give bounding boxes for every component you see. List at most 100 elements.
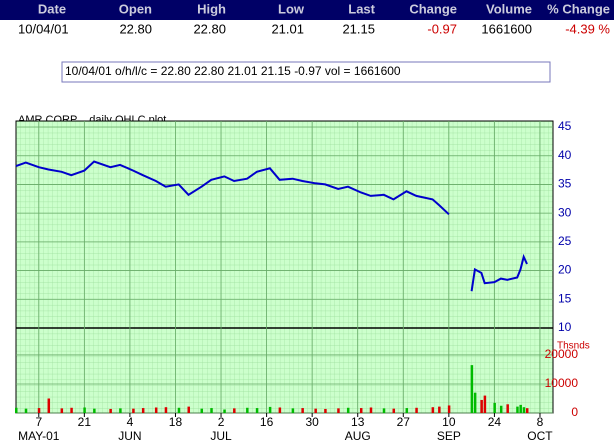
price-line: [15, 160, 528, 292]
quote-cell: -0.97: [427, 21, 457, 36]
quote-cell: 22.80: [193, 21, 226, 36]
month-label: OCT: [527, 429, 553, 443]
y-tick-label: 35: [558, 177, 572, 191]
volume-label: Thsnds: [557, 341, 590, 352]
x-tick-label: 16: [260, 415, 274, 429]
x-tick-label: 10: [442, 415, 456, 429]
y-tick-label: 20: [558, 263, 572, 277]
quote-header: Last: [348, 1, 375, 16]
volume-bar: [405, 408, 409, 413]
volume-bar: [177, 407, 181, 413]
volume-bar: [15, 407, 18, 413]
volume-bar: [415, 407, 418, 413]
volume-bar: [24, 408, 28, 413]
volume-bar: [141, 408, 145, 413]
volume-bar: [324, 408, 327, 413]
volume-bar: [516, 406, 519, 413]
volume-bar: [493, 402, 496, 413]
volume-bar: [154, 407, 158, 413]
quote-cell: -4.39 %: [565, 21, 610, 36]
volume-bar: [83, 407, 86, 413]
x-tick-label: 18: [169, 415, 183, 429]
volume-bar: [200, 408, 204, 413]
quote-header: % Change: [547, 1, 610, 16]
volume-bar: [525, 408, 529, 413]
volume-bar: [519, 404, 522, 413]
x-tick-label: 24: [488, 415, 502, 429]
plot-area: [15, 120, 554, 414]
volume-bar: [506, 404, 509, 413]
y-tick-label: 30: [558, 205, 572, 219]
y-tick-label: 45: [558, 119, 572, 133]
volume-bar: [109, 408, 112, 413]
volume-bar: [210, 408, 213, 413]
volume-tick-label: 20000: [545, 347, 579, 361]
month-label: SEP: [437, 429, 461, 443]
quote-header: Open: [119, 1, 152, 16]
volume-bar: [314, 408, 317, 413]
quote-cell: 21.01: [271, 21, 304, 36]
quote-header: Date: [38, 1, 66, 16]
volume-bar: [291, 408, 295, 413]
volume-bar: [483, 395, 487, 413]
volume-bar: [278, 407, 282, 413]
quote-header: Change: [409, 1, 457, 16]
x-tick-label: 27: [397, 415, 411, 429]
volume-bar: [499, 405, 503, 413]
volume-bar: [246, 407, 249, 413]
quote-header: High: [197, 1, 226, 16]
volume-bar: [268, 406, 272, 413]
volume-bar: [431, 407, 435, 413]
info-box: [61, 61, 551, 83]
quote-header-bg: [0, 0, 614, 20]
info-text: 10/04/01 o/h/l/c = 22.80 22.80 21.01 21.…: [65, 64, 401, 78]
volume-tick-label: 10000: [545, 376, 579, 390]
volume-bar: [47, 398, 51, 413]
volume-bar: [223, 409, 226, 413]
volume-bar: [337, 408, 340, 413]
volume-tick-label: 0: [571, 405, 578, 419]
volume-bar: [70, 407, 73, 413]
month-label: AUG: [345, 429, 371, 443]
volume-bar: [255, 408, 259, 413]
volume-bar: [346, 407, 350, 413]
volume-bar: [60, 408, 64, 413]
quote-cell: 10/04/01: [18, 21, 69, 36]
volume-bar: [359, 408, 363, 413]
x-tick-label: 30: [305, 415, 319, 429]
volume-bar: [37, 408, 41, 413]
quote-cell: 22.80: [119, 21, 152, 36]
volume-bar: [470, 365, 474, 413]
volume-bar: [369, 407, 373, 413]
volume-bar: [392, 408, 396, 413]
volume-bar: [522, 407, 526, 413]
x-tick-label: 2: [218, 415, 225, 429]
volume-bar: [480, 399, 483, 413]
volume-bar: [132, 408, 135, 413]
volume-bar: [187, 406, 190, 413]
volume-bar: [382, 408, 386, 413]
y-tick-label: 10: [558, 320, 572, 334]
x-tick-label: 8: [537, 415, 544, 429]
quote-header: Volume: [486, 1, 532, 16]
quote-cell: 21.15: [342, 21, 375, 36]
volume-bar: [119, 408, 122, 413]
volume-bar: [473, 392, 477, 413]
volume-bar: [93, 408, 96, 413]
y-tick-label: 25: [558, 234, 572, 248]
volume-bar: [438, 406, 441, 413]
y-tick-label: 15: [558, 291, 572, 305]
y-tick-label: 40: [558, 148, 572, 162]
volume-bar: [233, 408, 236, 413]
x-tick-label: 13: [351, 415, 365, 429]
x-tick-label: 21: [78, 415, 92, 429]
x-tick-label: 7: [35, 415, 42, 429]
month-label: MAY-01: [18, 429, 60, 443]
x-tick-label: 4: [127, 415, 134, 429]
volume-bar: [447, 405, 451, 413]
volume-bar: [301, 408, 304, 413]
quote-header: Low: [278, 1, 305, 16]
volume-bar: [164, 407, 168, 413]
quote-cell: 1661600: [481, 21, 532, 36]
